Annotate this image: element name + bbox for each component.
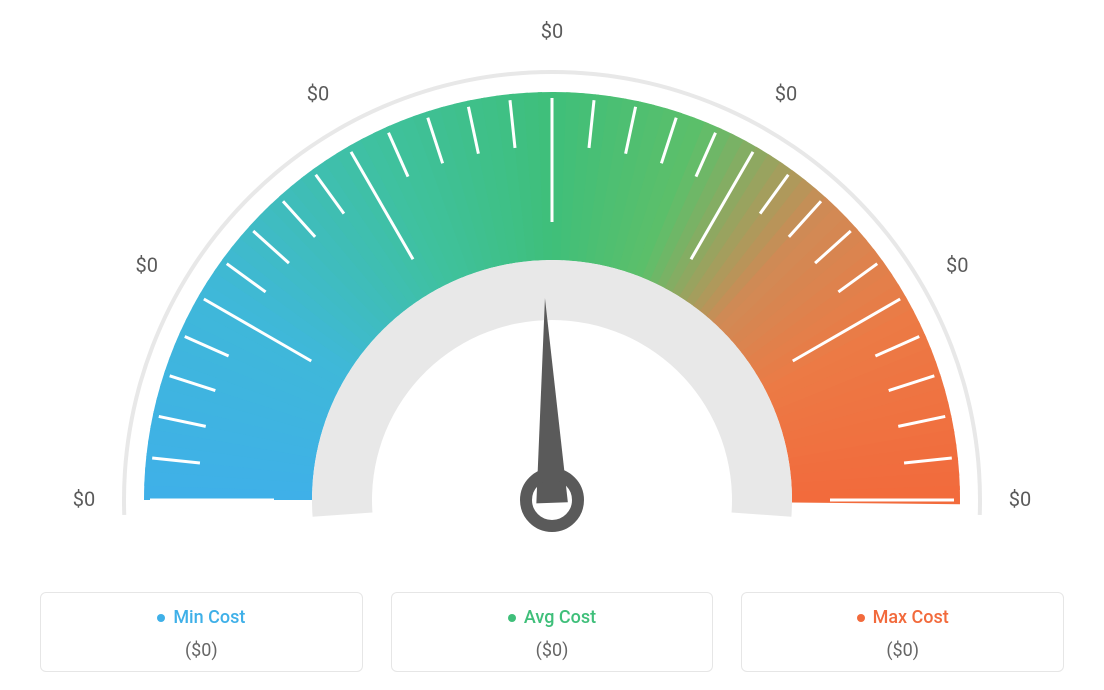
legend-card-min: Min Cost ($0) [40,592,363,673]
legend-row: Min Cost ($0) Avg Cost ($0) Max Cost ($0… [40,592,1064,673]
svg-text:$0: $0 [946,253,968,277]
cost-gauge-chart: $0 $0 $0 $0 $0 $0 $0 Min Cost ($0) Avg Cost ($… [0,0,1104,690]
svg-text:$0: $0 [135,253,157,277]
legend-value-min: ($0) [41,640,362,661]
legend-label-min: Min Cost [173,607,245,628]
legend-value-avg: ($0) [392,640,713,661]
gauge-svg: $0 $0 $0 $0 $0 $0 $0 [0,0,1104,560]
svg-text:$0: $0 [541,19,563,43]
dot-max [857,614,865,622]
legend-title-avg: Avg Cost [508,607,596,628]
legend-value-max: ($0) [742,640,1063,661]
legend-label-avg: Avg Cost [524,607,596,628]
svg-text:$0: $0 [1009,487,1031,511]
legend-label-max: Max Cost [873,607,949,628]
svg-text:$0: $0 [775,82,797,106]
legend-card-max: Max Cost ($0) [741,592,1064,673]
legend-title-max: Max Cost [857,607,949,628]
svg-text:$0: $0 [73,487,95,511]
dot-min [157,614,165,622]
gauge-area: $0 $0 $0 $0 $0 $0 $0 [0,0,1104,560]
dot-avg [508,614,516,622]
legend-card-avg: Avg Cost ($0) [391,592,714,673]
legend-title-min: Min Cost [157,607,245,628]
svg-text:$0: $0 [307,82,329,106]
